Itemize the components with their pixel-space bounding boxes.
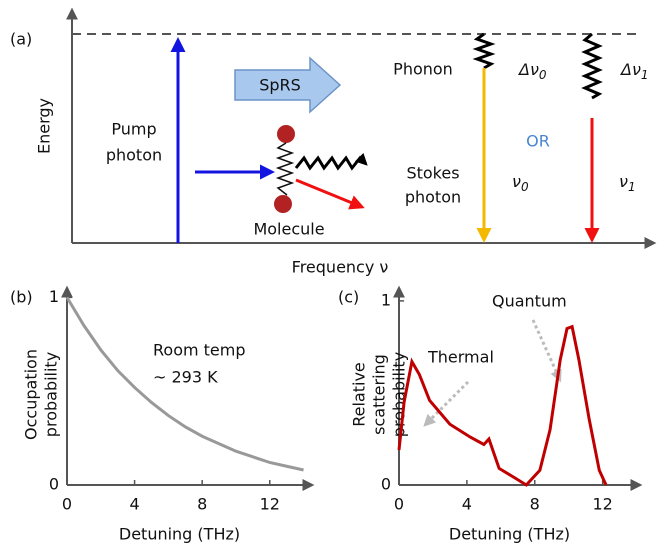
data-line — [65, 296, 304, 472]
y-label: Relative — [350, 362, 369, 427]
nu-0: ν0 — [512, 172, 529, 194]
bond — [275, 142, 295, 196]
x-tick-label: 8 — [197, 495, 207, 514]
y-tick-label: 1 — [381, 290, 391, 309]
pump-label: photon — [106, 146, 162, 165]
panel-label: (c) — [338, 288, 359, 307]
panel-label: (b) — [10, 288, 33, 307]
atom — [274, 195, 292, 213]
x-label: Detuning (THz) — [449, 525, 570, 544]
phonon-out — [294, 152, 368, 171]
symbol: ν — [619, 172, 628, 191]
y-tick-label: 0 — [381, 475, 391, 494]
subscript: 1 — [628, 180, 636, 194]
pump-label: Pump — [111, 120, 156, 139]
stokes-label: Stokes — [406, 164, 459, 183]
nu-1: ν1 — [619, 172, 636, 194]
or-label: OR — [526, 132, 550, 151]
y-tick-label: 1 — [49, 287, 59, 306]
x-label: Detuning (THz) — [119, 525, 240, 544]
stokes-out — [295, 178, 365, 210]
phonon-label: Phonon — [393, 60, 453, 79]
y-label: Energy — [35, 98, 54, 154]
x-tick-label: 0 — [62, 495, 72, 514]
x-tick-label: 4 — [462, 495, 472, 514]
phonon-zigzag — [472, 32, 496, 70]
x-tick-label: 0 — [394, 495, 404, 514]
x-tick-label: 12 — [260, 495, 280, 514]
y-label: scattering — [370, 354, 389, 435]
annotation: Thermal — [427, 348, 494, 367]
x-label: Frequency ν — [292, 258, 389, 277]
molecule-label: Molecule — [253, 220, 324, 239]
y-label: Occupation — [22, 349, 41, 440]
x-tick-label: 12 — [592, 495, 612, 514]
y-tick-label: 0 — [49, 475, 59, 494]
delta-nu-1: Δν1 — [619, 60, 649, 82]
subscript: 0 — [521, 180, 529, 194]
x-tick-label: 4 — [129, 495, 139, 514]
sprs-arrow — [234, 56, 342, 114]
pointer — [531, 319, 562, 383]
annotation: Quantum — [492, 292, 567, 311]
phonon-zigzag — [581, 32, 603, 100]
panel-label: (a) — [10, 30, 32, 49]
stokes-label: photon — [405, 188, 461, 207]
symbol: Δν — [517, 60, 539, 79]
atom — [277, 125, 295, 143]
process-label: SpRS — [259, 76, 301, 95]
symbol: ν — [512, 172, 521, 191]
data-line — [397, 324, 608, 487]
y-label: probability — [42, 352, 61, 437]
annotation: Room temp — [153, 341, 246, 360]
symbol: Δν — [619, 60, 641, 79]
panel-a: (a) Energy Frequency ν Pump photon SpRS … — [10, 7, 657, 277]
delta-nu-0: Δν0 — [517, 60, 547, 82]
subscript: 1 — [641, 68, 649, 82]
annotation: ~ 293 K — [153, 368, 218, 387]
subscript: 0 — [539, 68, 547, 82]
pointer — [423, 380, 470, 427]
x-tick-label: 8 — [530, 495, 540, 514]
